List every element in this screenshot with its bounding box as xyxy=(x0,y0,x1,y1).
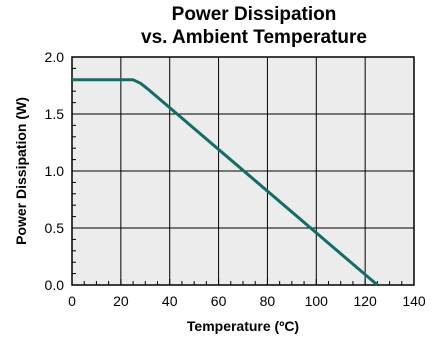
series-line xyxy=(72,78,379,287)
x-axis-label: Temperature (ºC) xyxy=(187,318,299,334)
y-tick-label: 1.5 xyxy=(45,106,65,122)
x-tick-label: 40 xyxy=(162,293,178,309)
tick-labels: 0 20 40 60 80 100 120 140 0.0 0.5 1.0 1.5 2.0 xyxy=(45,49,426,309)
chart-subtitle: vs. Ambient Temperature xyxy=(141,27,367,48)
x-tick-label: 100 xyxy=(305,293,329,309)
data-series xyxy=(72,78,379,287)
x-tick-label: 60 xyxy=(211,293,227,309)
x-tick-label: 140 xyxy=(402,293,426,309)
x-tick-label: 20 xyxy=(113,293,129,309)
y-tick-label: 1.0 xyxy=(45,163,65,179)
y-tick-label: 0.0 xyxy=(45,277,65,293)
grid-lines xyxy=(72,57,414,285)
y-tick-label: 2.0 xyxy=(45,49,65,65)
y-axis-label: Power Dissipation (W) xyxy=(13,97,29,245)
chart-title: Power Dissipation xyxy=(172,4,337,25)
x-tick-label: 0 xyxy=(68,293,76,309)
y-tick-label: 0.5 xyxy=(45,220,65,236)
x-tick-label: 80 xyxy=(260,293,276,309)
plot-frame xyxy=(71,56,415,286)
x-tick-label: 120 xyxy=(353,293,377,309)
